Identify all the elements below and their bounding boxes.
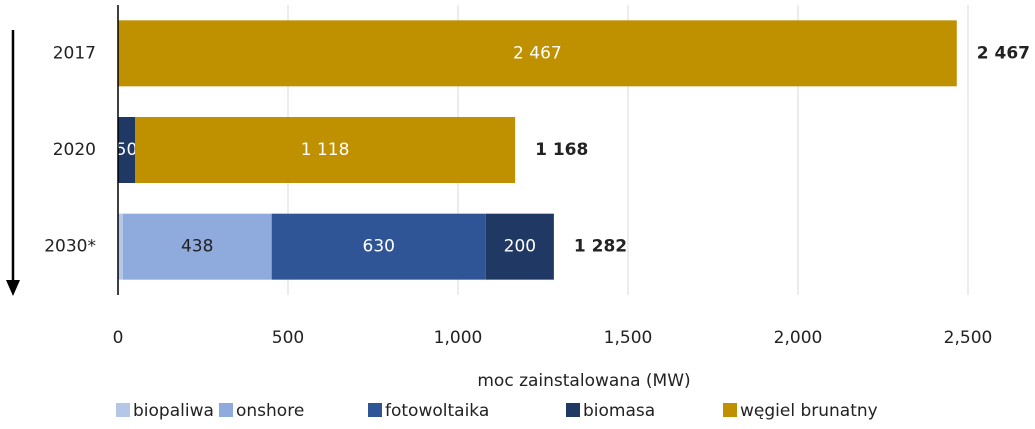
bar-segment (118, 20, 957, 87)
x-tick-label: 500 (272, 328, 304, 348)
bar-segment (135, 117, 516, 183)
bar-segment (118, 117, 135, 183)
legend-swatch (116, 403, 130, 417)
x-tick-label: 1,500 (604, 328, 653, 348)
arrow-head (6, 280, 20, 296)
legend-swatch (566, 403, 580, 417)
data-label: 438 (181, 237, 213, 257)
x-tick-label: 2,000 (774, 328, 823, 348)
x-axis-title: moc zainstalowana (MW) (477, 371, 690, 391)
legend-label: biomasa (583, 401, 655, 421)
data-label: 630 (363, 237, 395, 257)
legend-swatch (723, 403, 737, 417)
legend-label: onshore (236, 401, 304, 421)
bar-segment (485, 213, 554, 280)
total-label: 2 467 (977, 43, 1030, 63)
data-label: 2 467 (513, 43, 562, 63)
legend-label: węgiel brunatny (740, 401, 878, 421)
y-tick-label: 2017 (53, 43, 96, 63)
x-tick-label: 2,500 (944, 328, 993, 348)
bar-segment (118, 213, 123, 280)
bar-segment (122, 213, 272, 280)
legend-label: fotowoltaika (385, 401, 489, 421)
legend-swatch (219, 403, 233, 417)
legend-swatch (368, 403, 382, 417)
x-tick-label: 0 (113, 328, 124, 348)
data-label: 1 118 (301, 140, 350, 160)
data-label: 50 (116, 140, 138, 160)
x-tick-label: 1,000 (434, 328, 483, 348)
total-label: 1 168 (535, 140, 588, 160)
y-tick-label: 2030* (44, 237, 96, 257)
total-label: 1 282 (574, 237, 627, 257)
data-label: 200 (504, 237, 536, 257)
legend-label: biopaliwa (133, 401, 214, 421)
bar-segment (271, 213, 486, 280)
y-tick-label: 2020 (53, 140, 96, 160)
